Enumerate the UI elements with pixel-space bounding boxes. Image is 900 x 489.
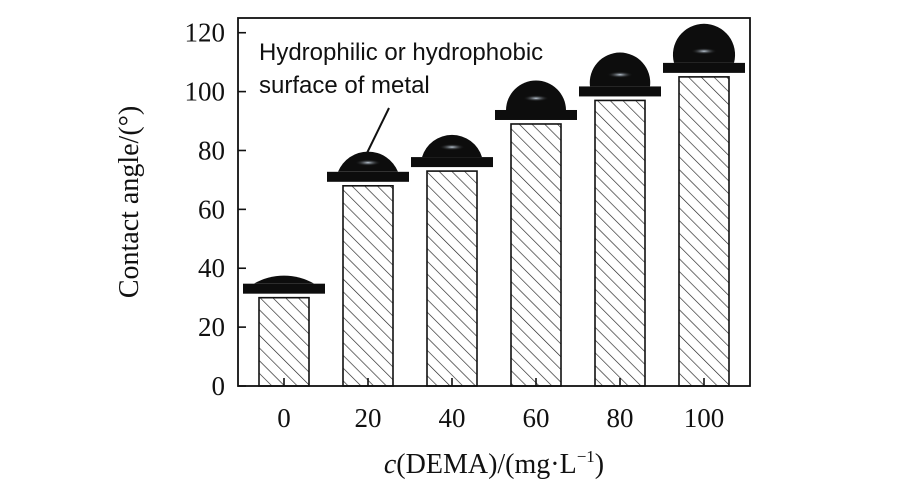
x-tick-label: 0 — [277, 403, 291, 433]
y-tick-label: 40 — [198, 253, 225, 283]
y-axis: 0 20 40 60 80 100 120 — [185, 18, 246, 401]
bar-80 — [594, 99, 646, 387]
x-axis-title-main: (DEMA)/(mg·L — [396, 449, 576, 480]
x-axis-title-close: ) — [595, 449, 604, 480]
droplets-layer — [243, 23, 745, 294]
droplet-0 — [243, 275, 325, 294]
annotation-line-1: Hydrophilic or hydrophobic — [259, 39, 543, 66]
droplet-80 — [579, 52, 661, 97]
droplet-20 — [327, 151, 409, 182]
x-tick-label: 60 — [523, 403, 550, 433]
y-tick-label: 20 — [198, 312, 225, 342]
y-tick-label: 60 — [198, 194, 225, 224]
annotation-line-2: surface of metal — [259, 72, 430, 99]
x-axis-title-italic: c — [384, 449, 397, 480]
bar-0 — [258, 296, 310, 387]
x-tick-label: 20 — [355, 403, 382, 433]
x-tick-label: 100 — [684, 403, 725, 433]
y-tick-label: 100 — [185, 77, 226, 107]
y-tick-label: 120 — [185, 18, 226, 48]
bar-60 — [510, 123, 562, 387]
droplet-40 — [411, 134, 493, 168]
plot-frame — [237, 17, 751, 387]
x-axis: 0 20 40 60 80 100 — [277, 378, 724, 433]
bars-layer — [258, 76, 730, 387]
bar-40 — [426, 170, 478, 387]
droplet-60 — [495, 80, 577, 120]
annotation-pointer — [366, 107, 390, 154]
x-tick-label: 80 — [607, 403, 634, 433]
x-tick-label: 40 — [439, 403, 466, 433]
y-tick-label: 80 — [198, 135, 225, 165]
bar-100 — [678, 76, 730, 387]
y-tick-label: 0 — [212, 371, 226, 401]
x-axis-title-superscript: −1 — [577, 447, 595, 466]
x-axis-title: c(DEMA)/(mg·L−1) — [384, 447, 604, 480]
droplet-100 — [663, 23, 745, 73]
bar-20 — [342, 185, 394, 387]
y-axis-title: Contact angle/(°) — [114, 106, 145, 298]
